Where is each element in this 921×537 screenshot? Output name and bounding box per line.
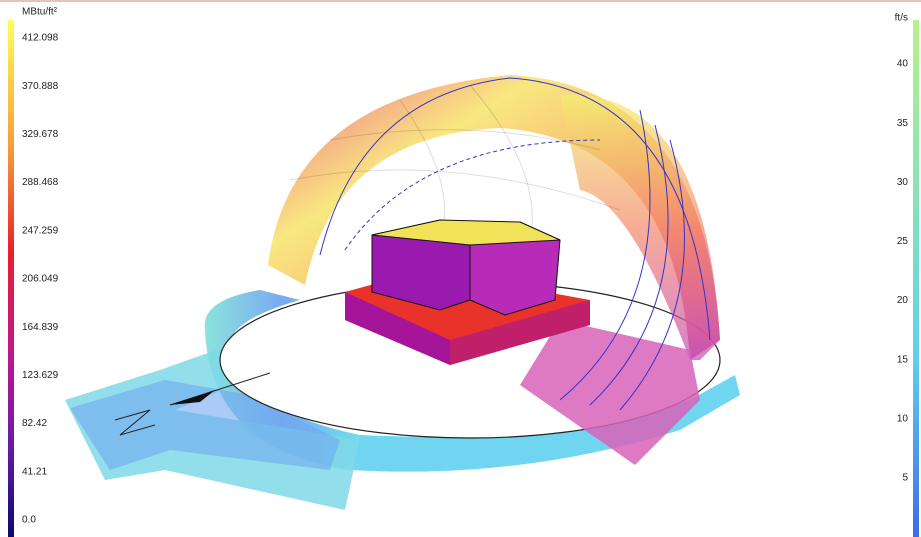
left-legend-label: 82.42 bbox=[22, 418, 47, 429]
right-legend-label: 40 bbox=[897, 59, 909, 70]
left-legend-label: 0.0 bbox=[22, 515, 36, 526]
right-legend-label: 25 bbox=[897, 236, 909, 247]
left-color-bar bbox=[8, 20, 14, 537]
right-legend-label: 20 bbox=[897, 295, 909, 306]
left-legend-label: 329.678 bbox=[22, 129, 59, 140]
sun-path bbox=[319, 77, 711, 411]
right-legend-label: 15 bbox=[897, 354, 909, 365]
left-legend-label: 123.629 bbox=[22, 370, 59, 381]
building-roof bbox=[371, 219, 561, 246]
right-color-bar bbox=[913, 20, 919, 537]
right-legend-label: 30 bbox=[897, 177, 909, 188]
wind-rose-band bbox=[350, 375, 740, 472]
sky-dome bbox=[520, 320, 700, 465]
north-arrowhead bbox=[170, 390, 215, 405]
sky-dome bbox=[560, 94, 720, 360]
left-legend-label: 370.888 bbox=[22, 81, 59, 92]
left-legend-title: MBtu/ft² bbox=[22, 7, 58, 18]
left-legend-label: 247.259 bbox=[22, 225, 59, 236]
left-legend-label: 412.098 bbox=[22, 33, 59, 44]
right-legend-label: 5 bbox=[902, 473, 908, 484]
site-slab-side bbox=[345, 292, 450, 365]
scene bbox=[65, 75, 740, 510]
right-legend-label: 35 bbox=[897, 118, 909, 129]
right-legend-title: ft/s bbox=[895, 13, 908, 24]
left-legend-label: 288.468 bbox=[22, 177, 59, 188]
wind-rose-petal bbox=[70, 380, 340, 470]
wind-rose-band bbox=[204, 290, 360, 470]
left-legend-label: 164.839 bbox=[22, 322, 59, 333]
right-legend-label: 10 bbox=[897, 413, 909, 424]
left-legend-label: 41.21 bbox=[22, 466, 47, 477]
site-slab-side bbox=[450, 300, 590, 365]
left-legend-label: 206.049 bbox=[22, 274, 59, 285]
